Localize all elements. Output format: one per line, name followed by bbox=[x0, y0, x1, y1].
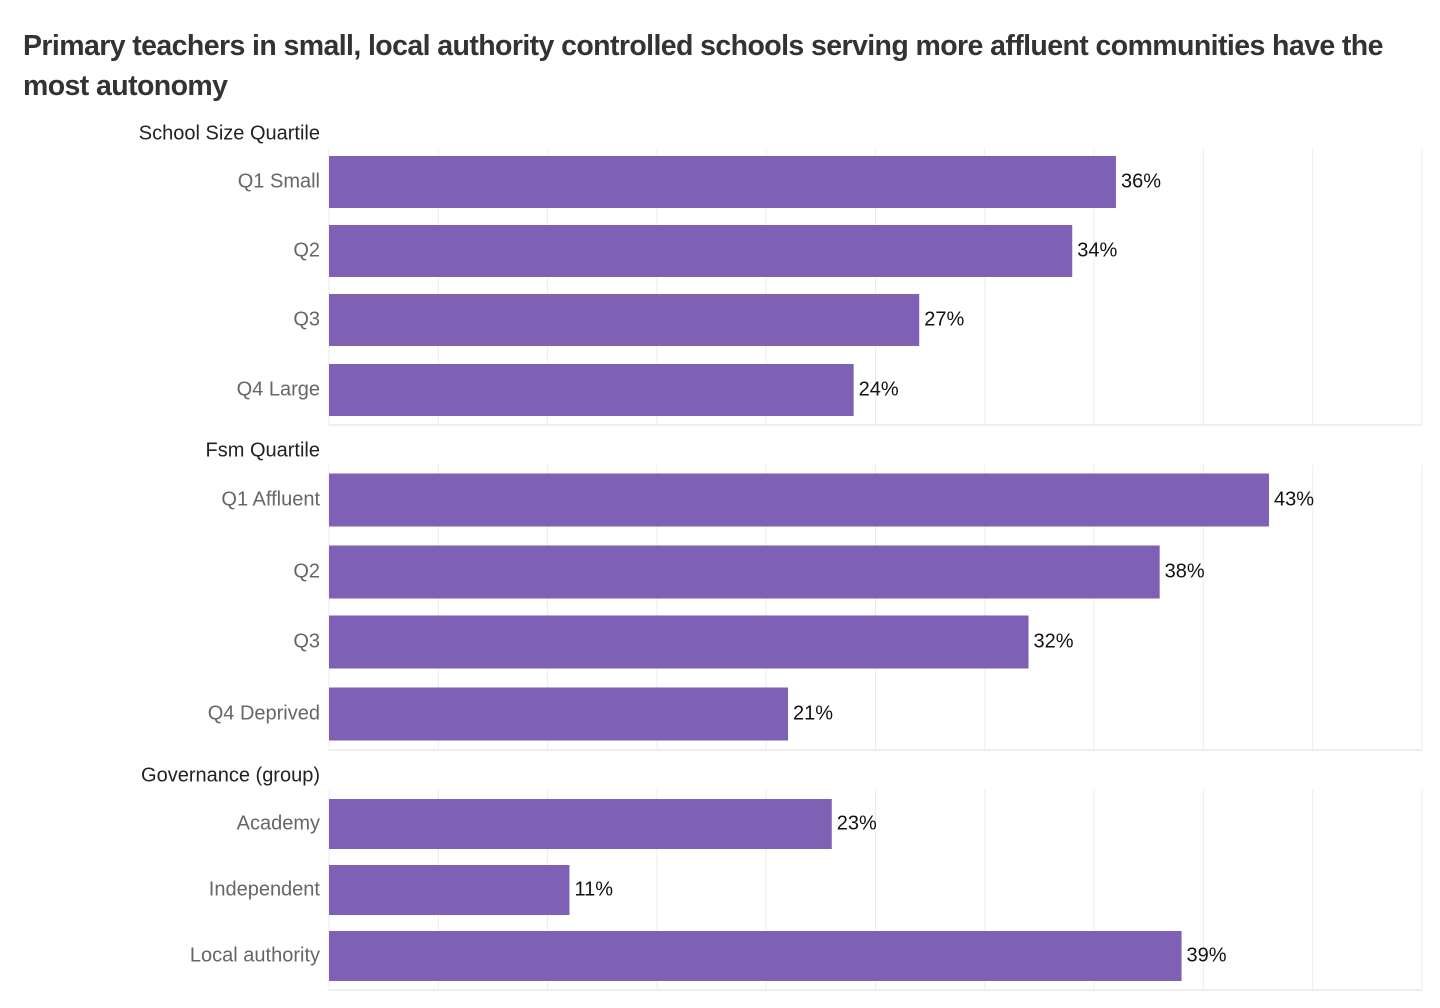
bar bbox=[329, 865, 570, 915]
data-label: 21% bbox=[793, 702, 833, 724]
data-label: 34% bbox=[1077, 239, 1117, 261]
data-label: 27% bbox=[924, 308, 964, 330]
category-label: Q4 Large bbox=[237, 378, 320, 400]
bar bbox=[329, 799, 832, 849]
data-label: 23% bbox=[837, 812, 877, 834]
category-label: Q2 bbox=[293, 239, 320, 261]
bar bbox=[329, 156, 1116, 208]
category-label: Q2 bbox=[293, 560, 320, 582]
panel-label: Fsm Quartile bbox=[206, 439, 320, 461]
bar bbox=[329, 473, 1269, 527]
category-label: Q3 bbox=[293, 308, 320, 330]
category-label: Academy bbox=[237, 812, 320, 834]
chart-title: Primary teachers in small, local authori… bbox=[23, 30, 1383, 102]
bar bbox=[329, 364, 854, 416]
data-label: 39% bbox=[1187, 944, 1227, 966]
bar bbox=[329, 294, 920, 346]
category-label: Q1 Small bbox=[238, 170, 320, 192]
bar bbox=[329, 225, 1073, 277]
category-label: Local authority bbox=[190, 944, 320, 966]
data-label: 43% bbox=[1274, 488, 1314, 510]
data-label: 32% bbox=[1034, 630, 1074, 652]
category-label: Independent bbox=[209, 878, 321, 900]
data-label: 36% bbox=[1121, 170, 1161, 192]
bar bbox=[329, 931, 1182, 981]
panel-label: Governance (group) bbox=[141, 764, 320, 786]
data-label: 38% bbox=[1165, 560, 1205, 582]
bar bbox=[329, 545, 1160, 599]
category-label: Q3 bbox=[293, 630, 320, 652]
category-label: Q4 Deprived bbox=[208, 702, 320, 724]
bar bbox=[329, 687, 789, 741]
data-label: 24% bbox=[859, 378, 899, 400]
category-label: Q1 Affluent bbox=[221, 488, 320, 510]
data-label: 11% bbox=[574, 878, 613, 900]
bar bbox=[329, 615, 1029, 669]
panel-label: School Size Quartile bbox=[139, 122, 320, 144]
